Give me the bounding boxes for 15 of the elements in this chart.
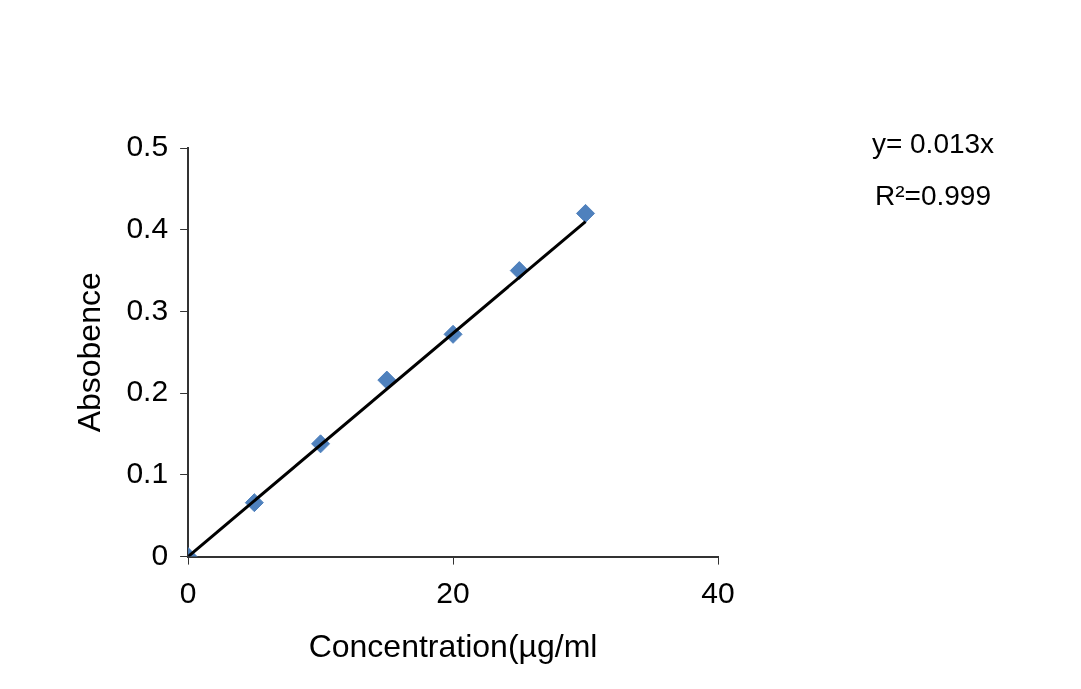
point [576,203,596,223]
text: y= 0.013x [871,128,995,159]
text: R²=0.999 [875,180,991,211]
y-tick-label: 0.1 [126,456,169,490]
x-tick-label: 0 [179,575,197,609]
y-tick-label: 0.2 [126,374,169,408]
x-axis-title: Concentration(µg/ml [308,627,598,664]
y-tick-label: 0.3 [126,292,169,326]
y-axis-title: Absobence [71,272,108,433]
y-tick-label: 0 [151,537,169,571]
x-tick-label: 40 [701,575,735,609]
y-tick-label: 0.5 [126,129,169,163]
x-tick-label: 20 [436,575,470,609]
y-tick-label: 0.4 [126,210,169,244]
point [377,370,397,390]
